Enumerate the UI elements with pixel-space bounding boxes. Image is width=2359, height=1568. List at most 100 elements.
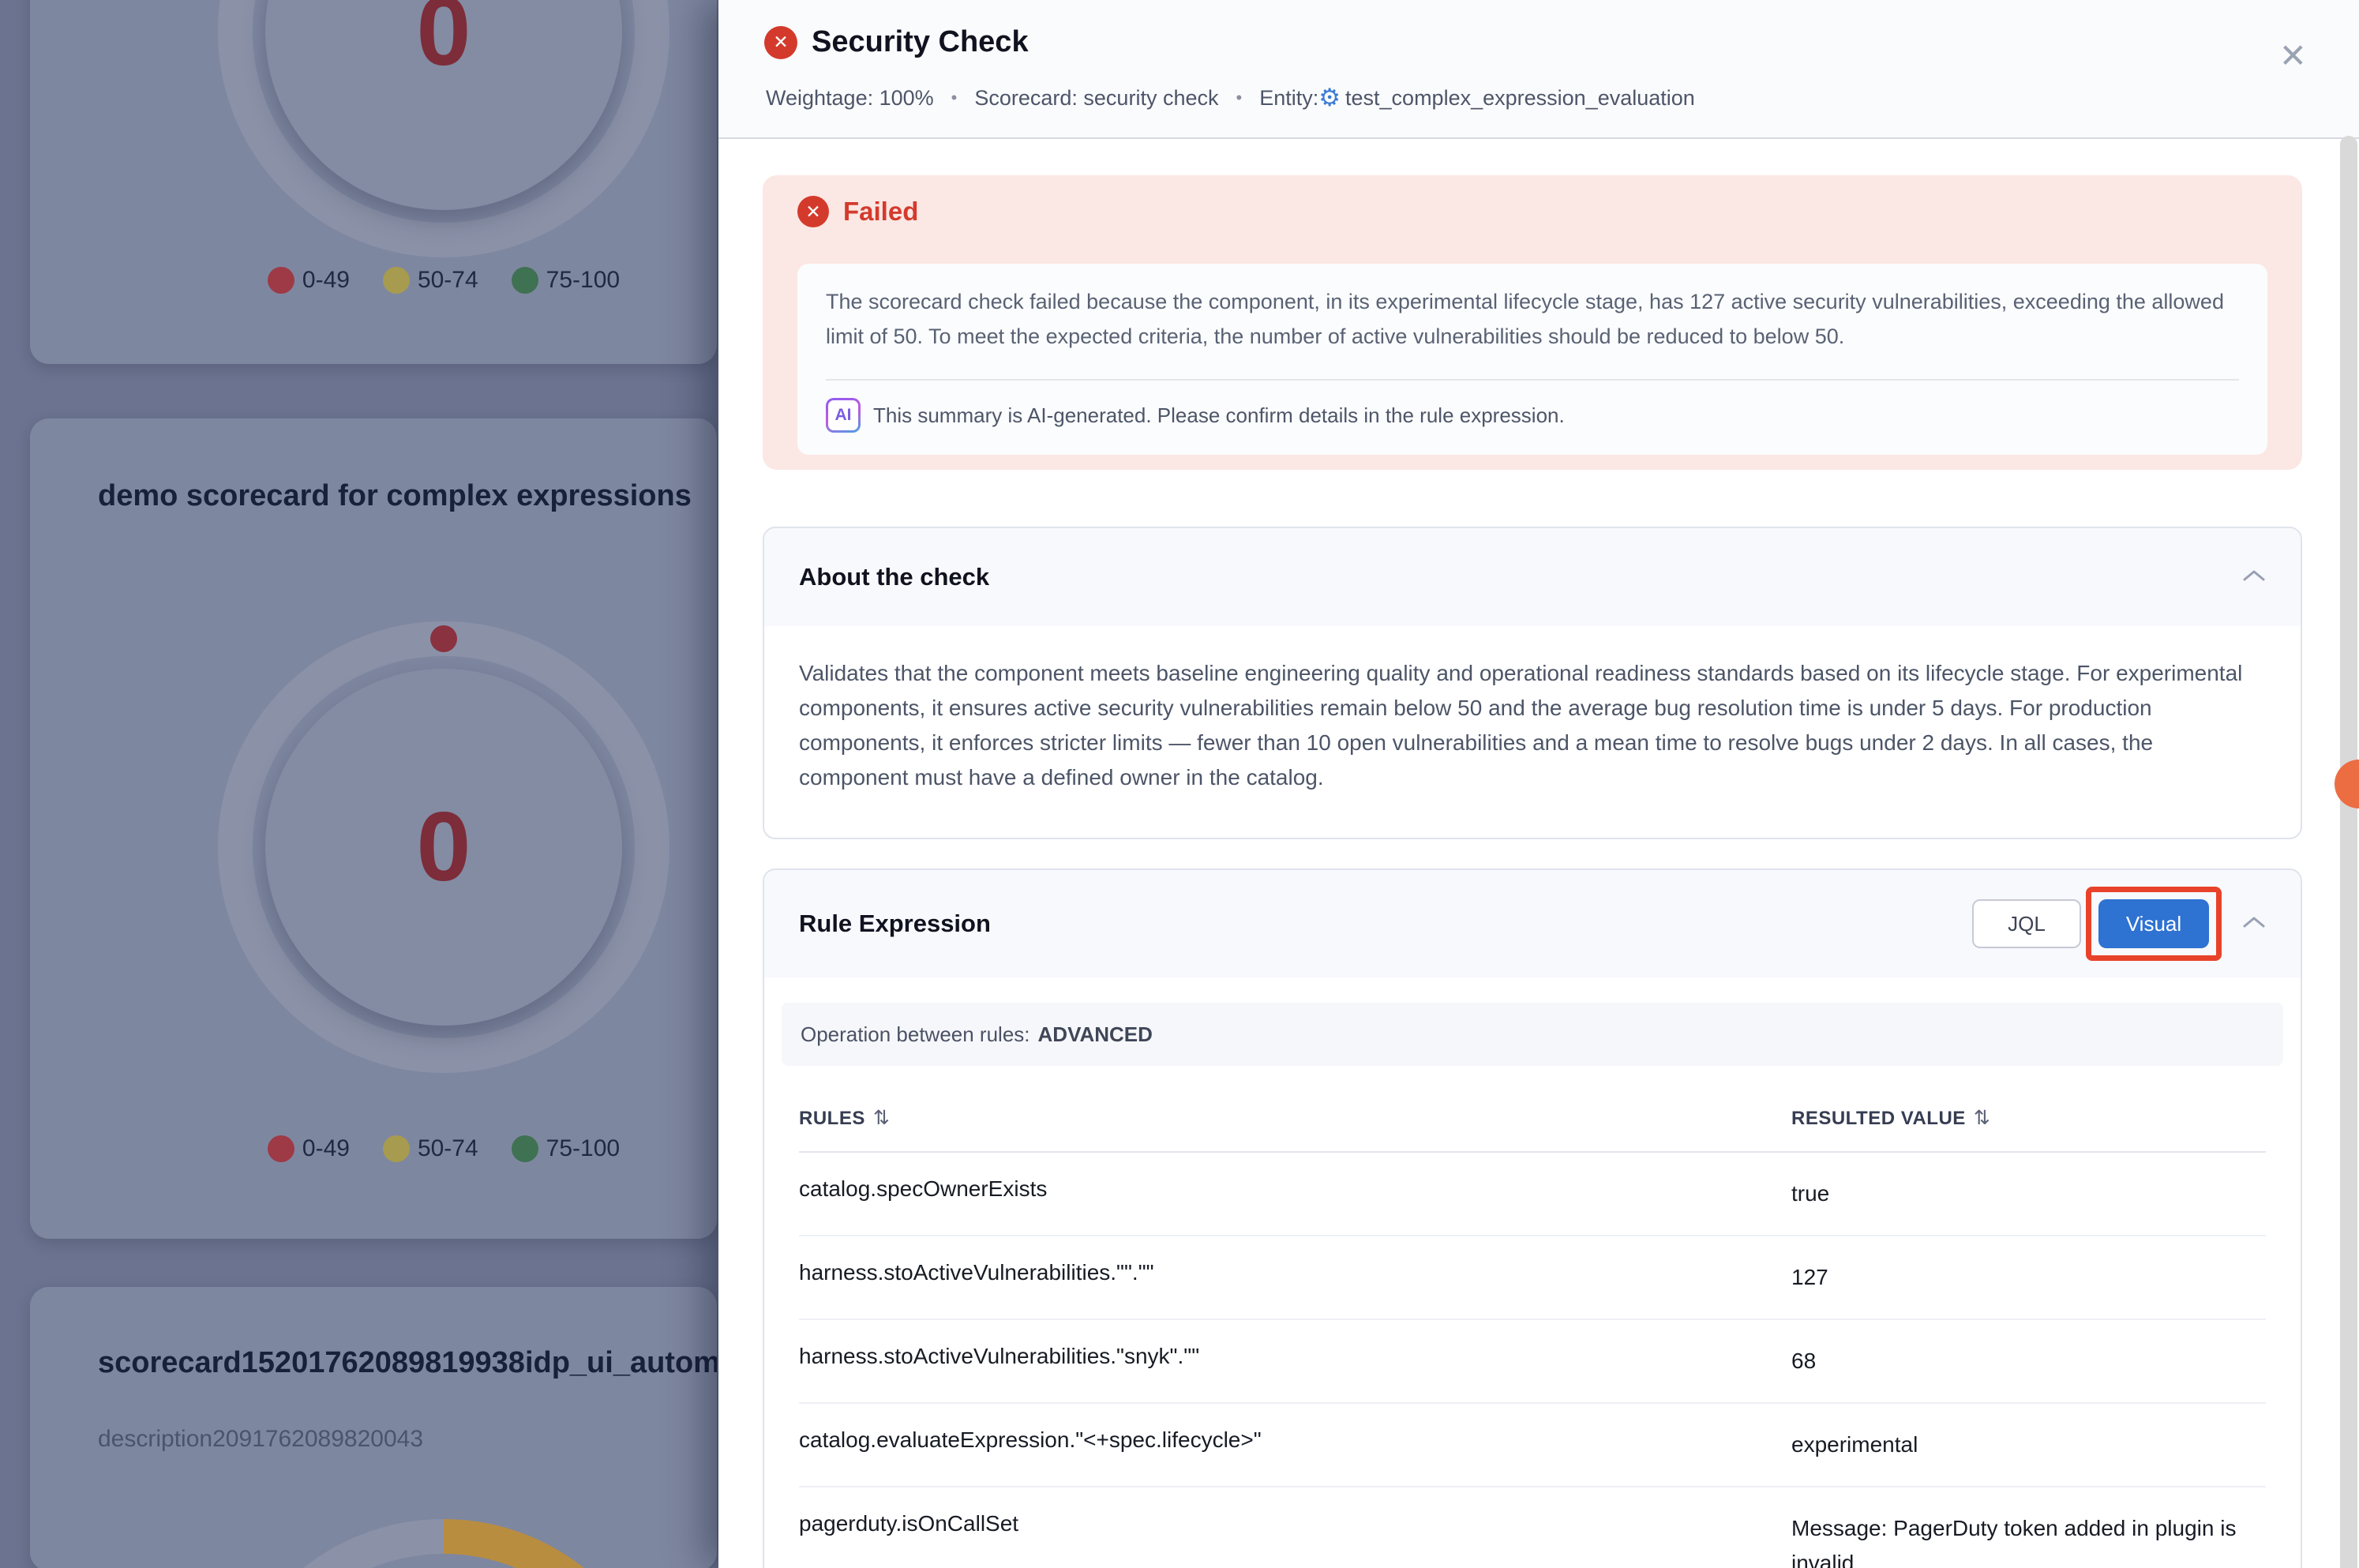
close-icon[interactable]: ✕ xyxy=(2278,37,2307,74)
legend-label: 50-74 xyxy=(417,1135,478,1161)
score-gauge-partial xyxy=(218,1519,669,1568)
legend-item: 0-49 xyxy=(267,267,350,294)
security-check-modal: ✕ Security Check Weightage: 100% • Score… xyxy=(718,0,2359,1568)
about-check-header[interactable]: About the check xyxy=(764,528,2301,626)
rule-expression-controls: JQL Visual xyxy=(1972,887,2266,961)
ai-badge-icon: AI xyxy=(826,398,861,433)
legend-dot-green xyxy=(511,267,538,294)
legend-item: 75-100 xyxy=(511,1135,621,1162)
modal-meta: Weightage: 100% • Scorecard: security ch… xyxy=(766,84,1695,112)
rule-cell: catalog.evaluateExpression."<+spec.lifec… xyxy=(799,1427,1262,1452)
operation-between-rules-bar: Operation between rules: ADVANCED xyxy=(782,1003,2283,1066)
modal-header: ✕ Security Check Weightage: 100% • Score… xyxy=(718,0,2359,139)
scorecard-text: Scorecard: security check xyxy=(974,85,1219,110)
value-cell: experimental xyxy=(1791,1432,1918,1457)
sort-icon[interactable]: ⇅ xyxy=(872,1107,891,1129)
score-gauge: 0 xyxy=(218,0,669,257)
gauge-inner-circle xyxy=(265,669,622,1026)
entity-value[interactable]: test_complex_expression_evaluation xyxy=(1345,85,1695,110)
ai-note-text: This summary is AI-generated. Please con… xyxy=(873,403,1565,427)
failed-status-row: ✕ Failed xyxy=(797,196,918,227)
entity-label: Entity: xyxy=(1259,85,1319,110)
jql-toggle-button[interactable]: JQL xyxy=(1972,899,2081,948)
table-row: catalog.evaluateExpression."<+spec.lifec… xyxy=(799,1404,2266,1487)
dimmed-background: 0 0-49 50-74 75-100 demo scorecard for c… xyxy=(0,0,718,1568)
value-cell: 68 xyxy=(1791,1349,1817,1373)
scorecard-card-top: 0 0-49 50-74 75-100 xyxy=(30,0,717,364)
scorecard-title: scorecard15201762089819938idp_ui_automa xyxy=(98,1346,717,1379)
modal-body: ✕ Failed The scorecard check failed beca… xyxy=(718,141,2359,1568)
bullet-separator: • xyxy=(1236,88,1243,107)
legend-item: 75-100 xyxy=(511,267,621,294)
rule-expression-title: Rule Expression xyxy=(799,910,991,937)
gauge-legend: 0-49 50-74 75-100 xyxy=(218,267,669,294)
gear-icon: ⚙ xyxy=(1318,84,1341,111)
gauge-value: 0 xyxy=(416,0,471,86)
score-gauge: 0 xyxy=(218,621,669,1073)
operation-value: ADVANCED xyxy=(1037,1022,1153,1046)
visual-toggle-button[interactable]: Visual xyxy=(2098,899,2209,948)
failed-summary-card: The scorecard check failed because the c… xyxy=(797,264,2267,455)
legend-label: 75-100 xyxy=(546,267,621,293)
scorecard-description: description2091762089820043 xyxy=(98,1426,424,1452)
scorecard-title: demo scorecard for complex expressions xyxy=(98,479,692,512)
highlight-annotation-box: Visual xyxy=(2086,887,2222,961)
operation-label: Operation between rules: xyxy=(801,1022,1030,1046)
legend-label: 75-100 xyxy=(546,1135,621,1161)
failed-status-card: ✕ Failed The scorecard check failed beca… xyxy=(763,175,2302,470)
chevron-up-icon[interactable] xyxy=(2242,568,2266,587)
about-check-card: About the check Validates that the compo… xyxy=(763,527,2302,839)
legend-dot-red xyxy=(267,267,294,294)
gauge-pointer-dot xyxy=(430,625,457,652)
divider xyxy=(826,379,2239,381)
table-row: harness.stoActiveVulnerabilities.""."" 1… xyxy=(799,1236,2266,1320)
value-cell: 127 xyxy=(1791,1265,1828,1289)
entity-wrap: Entity: ⚙ test_complex_expression_evalua… xyxy=(1259,84,1695,112)
failed-status-icon: ✕ xyxy=(797,196,829,227)
value-header-label: RESULTED VALUE xyxy=(1791,1107,1966,1129)
about-check-body: Validates that the component meets basel… xyxy=(799,661,2243,790)
value-cell: Message: PagerDuty token added in plugin… xyxy=(1791,1516,2237,1568)
legend-label: 0-49 xyxy=(302,1135,350,1161)
table-row: pagerduty.isOnCallSet Message: PagerDuty… xyxy=(799,1487,2266,1568)
rule-expression-header: Rule Expression JQL Visual xyxy=(764,870,2301,977)
modal-title-row: ✕ Security Check xyxy=(764,25,1029,59)
sort-icon[interactable]: ⇅ xyxy=(1973,1106,1991,1129)
gauge-legend: 0-49 50-74 75-100 xyxy=(218,1135,669,1162)
bullet-separator: • xyxy=(951,88,958,107)
rule-expression-card: Rule Expression JQL Visual Operation bet… xyxy=(763,868,2302,1568)
failed-summary-text: The scorecard check failed because the c… xyxy=(826,290,2224,348)
table-row: catalog.specOwnerExists true xyxy=(799,1153,2266,1236)
legend-dot-green xyxy=(511,1135,538,1162)
legend-dot-red xyxy=(267,1135,294,1162)
resulted-value-column-header[interactable]: RESULTED VALUE ⇅ xyxy=(1791,1101,2266,1136)
rules-table-header: RULES ⇅ RESULTED VALUE ⇅ xyxy=(799,1085,2266,1153)
legend-dot-yellow xyxy=(382,1135,410,1162)
rules-column-header[interactable]: RULES ⇅ xyxy=(799,1106,1791,1130)
rule-cell: harness.stoActiveVulnerabilities."snyk".… xyxy=(799,1344,1200,1368)
legend-item: 50-74 xyxy=(382,1135,478,1162)
about-check-title: About the check xyxy=(799,563,990,591)
rule-cell: pagerduty.isOnCallSet xyxy=(799,1511,1019,1536)
modal-title: Security Check xyxy=(812,25,1029,58)
value-cell: true xyxy=(1791,1181,1830,1206)
legend-label: 0-49 xyxy=(302,267,350,293)
weightage-text: Weightage: 100% xyxy=(766,85,934,110)
rules-table: RULES ⇅ RESULTED VALUE ⇅ catalog.specOwner… xyxy=(799,1085,2266,1568)
rule-cell: catalog.specOwnerExists xyxy=(799,1176,1048,1201)
ai-note-row: AI This summary is AI-generated. Please … xyxy=(826,398,1565,433)
rule-cell: harness.stoActiveVulnerabilities.""."" xyxy=(799,1260,1154,1285)
failed-status-label: Failed xyxy=(843,197,919,226)
scrollbar[interactable] xyxy=(2340,136,2357,1568)
legend-label: 50-74 xyxy=(417,267,478,293)
rules-header-label: RULES xyxy=(799,1108,865,1129)
legend-item: 50-74 xyxy=(382,267,478,294)
legend-item: 0-49 xyxy=(267,1135,350,1162)
failed-status-icon: ✕ xyxy=(764,25,797,59)
scorecard-card-demo: demo scorecard for complex expressions 0… xyxy=(30,418,717,1239)
chevron-up-icon[interactable] xyxy=(2242,915,2266,933)
table-row: harness.stoActiveVulnerabilities."snyk".… xyxy=(799,1320,2266,1404)
scorecard-card-automation: scorecard15201762089819938idp_ui_automa … xyxy=(30,1287,717,1568)
legend-dot-yellow xyxy=(382,267,410,294)
